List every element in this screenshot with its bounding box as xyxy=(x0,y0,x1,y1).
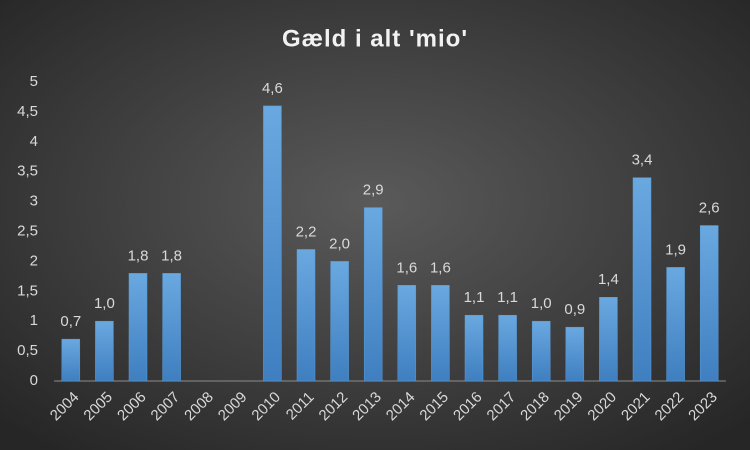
value-label: 1,0 xyxy=(531,295,552,312)
bar xyxy=(632,177,652,382)
value-label: 2,9 xyxy=(363,182,384,199)
value-label: 1,0 xyxy=(94,295,115,312)
bar xyxy=(431,285,450,382)
value-label: 2,6 xyxy=(699,199,720,216)
y-tick-label: 1,5 xyxy=(17,282,38,299)
bar xyxy=(397,285,417,382)
bar xyxy=(330,261,349,382)
value-label: 1,6 xyxy=(396,259,417,276)
bar xyxy=(61,338,81,382)
bar xyxy=(128,273,148,382)
value-label: 4,6 xyxy=(262,80,283,97)
y-tick-label: 0,5 xyxy=(17,342,38,359)
value-label: 2,2 xyxy=(296,223,317,240)
y-tick-label: 4,5 xyxy=(17,103,38,120)
bar xyxy=(263,105,282,382)
y-tick-label: 2,5 xyxy=(17,222,38,239)
value-label: 1,8 xyxy=(128,247,149,264)
y-tick-label: 5 xyxy=(30,73,38,90)
value-label: 1,8 xyxy=(161,247,182,264)
bar xyxy=(666,267,685,382)
bar xyxy=(296,249,316,382)
value-label: 1,6 xyxy=(430,259,451,276)
bar xyxy=(699,225,719,382)
bar xyxy=(498,314,517,382)
y-tick-label: 3,5 xyxy=(17,163,38,180)
bar xyxy=(531,320,551,382)
value-label: 1,4 xyxy=(598,271,619,288)
y-tick-label: 4 xyxy=(30,133,38,150)
value-label: 0,9 xyxy=(564,301,585,318)
y-tick-label: 0 xyxy=(30,372,38,389)
y-tick-label: 3 xyxy=(30,193,38,210)
value-label: 2,0 xyxy=(329,235,350,252)
bar xyxy=(565,326,585,382)
value-label: 1,1 xyxy=(497,289,518,306)
chart-title: Gæld i alt 'mio' xyxy=(282,25,468,52)
y-tick-label: 2 xyxy=(30,252,38,269)
y-tick-label: 1 xyxy=(30,312,38,329)
value-label: 0,7 xyxy=(60,313,81,330)
value-label: 1,1 xyxy=(464,289,485,306)
bar xyxy=(162,273,181,382)
bar xyxy=(464,314,484,382)
value-label: 1,9 xyxy=(665,241,686,258)
bar xyxy=(599,297,618,382)
value-label: 3,4 xyxy=(632,152,653,169)
bar xyxy=(363,207,383,382)
bar xyxy=(95,320,114,382)
